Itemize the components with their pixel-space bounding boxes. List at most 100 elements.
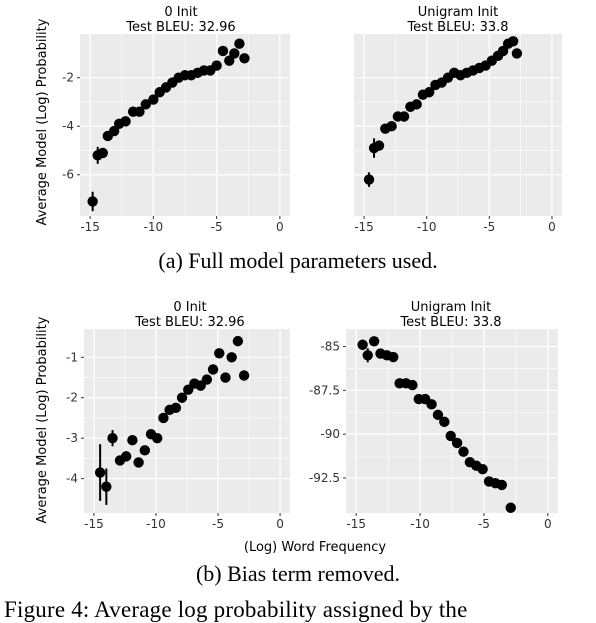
figure-caption: Figure 4: Average log probability assign…	[4, 597, 468, 622]
y-tick-label: -6	[62, 168, 74, 182]
data-point	[423, 87, 435, 98]
data-point	[432, 409, 444, 421]
data-point	[386, 121, 397, 132]
data-point	[201, 374, 213, 385]
data-point	[229, 48, 240, 59]
x-tick-label: -5	[478, 517, 490, 531]
data-point	[101, 481, 112, 492]
panel-subtitle: Test BLEU: 33.8	[399, 315, 501, 330]
data-point	[120, 116, 131, 127]
data-point	[176, 392, 188, 403]
y-tick-label: -4	[62, 119, 74, 133]
data-point	[373, 140, 385, 151]
data-point	[152, 432, 163, 444]
x-tick-label: -10	[410, 517, 430, 531]
panel-subtitle: Test BLEU: 32.96	[125, 20, 235, 35]
y-tick-label: -4	[66, 472, 78, 486]
x-tick-label: -15	[346, 517, 366, 531]
y-tick-label: -90	[320, 427, 340, 441]
x-tick-label: -15	[80, 220, 100, 234]
x-tick-label: -5	[211, 220, 223, 234]
y-tick-label: -3	[66, 431, 78, 445]
y-tick-label: -1	[66, 350, 78, 364]
data-point	[426, 399, 437, 410]
data-point	[158, 412, 169, 424]
y-tick-label: -2	[66, 391, 78, 405]
data-point	[439, 416, 450, 428]
data-point	[87, 196, 98, 207]
panel-bias-unigram-init: -15 -10 -5 0 -92.5 -90 -87.5 -85 Unigram InitTes…	[309, 300, 558, 531]
data-point	[239, 53, 250, 64]
data-point	[148, 94, 159, 105]
x-tick-label: 0	[544, 517, 552, 531]
data-point	[363, 174, 375, 185]
data-point	[217, 45, 229, 57]
y-tick-label: -87.5	[309, 383, 340, 397]
data-point	[170, 402, 182, 414]
data-point	[407, 379, 418, 391]
x-tick-label: -5	[483, 220, 495, 234]
data-point	[234, 38, 245, 49]
panel-title: Unigram Init	[418, 5, 499, 20]
y-axis-label: Average Model (Log) Probability	[35, 18, 50, 225]
data-point	[127, 435, 138, 446]
x-axis-label: (Log) Word Frequency	[244, 540, 387, 555]
data-point	[120, 451, 132, 462]
data-point	[507, 36, 519, 47]
x-tick-label: 0	[276, 220, 284, 234]
data-point	[445, 430, 456, 442]
subcaption-b: (b) Bias term removed.	[195, 561, 401, 586]
data-point	[226, 352, 237, 363]
data-point	[232, 335, 244, 347]
data-point	[224, 55, 235, 66]
x-tick-label: -10	[144, 220, 164, 234]
data-point	[140, 99, 151, 110]
y-axis-label: Average Model (Log) Probability	[35, 316, 50, 523]
subcaption-a: (a) Full model parameters used.	[158, 248, 438, 273]
data-point	[220, 372, 231, 383]
data-point	[357, 339, 368, 350]
panel-subtitle: Test BLEU: 32.96	[134, 315, 244, 330]
panel-subtitle: Test BLEU: 33.8	[406, 20, 508, 35]
x-tick-label: -10	[417, 220, 437, 234]
data-point	[458, 446, 469, 457]
x-tick-label: -15	[84, 517, 104, 531]
data-point	[107, 432, 118, 444]
data-point	[511, 48, 523, 59]
data-point	[368, 336, 380, 347]
x-tick-label: -15	[354, 220, 374, 234]
data-point	[505, 502, 516, 513]
x-tick-label: -5	[212, 517, 224, 531]
data-point	[108, 125, 120, 137]
data-point	[497, 45, 509, 57]
x-tick-label: 0	[276, 517, 284, 531]
data-point	[97, 147, 108, 159]
data-point	[238, 370, 250, 381]
data-point	[214, 348, 225, 359]
data-point	[388, 351, 399, 363]
data-point	[133, 457, 144, 468]
panel-title: 0 Init	[173, 300, 206, 315]
y-tick-label: -2	[62, 71, 74, 85]
data-point	[362, 350, 373, 361]
data-point	[207, 364, 219, 375]
data-point	[451, 437, 463, 449]
x-tick-label: -10	[146, 517, 166, 531]
data-point	[94, 467, 106, 478]
x-tick-label: 0	[548, 220, 556, 234]
y-tick-label: -92.5	[309, 471, 340, 485]
data-point	[496, 479, 508, 491]
y-tick-label: -85	[320, 340, 340, 354]
data-point	[211, 60, 222, 71]
data-point	[398, 111, 410, 122]
data-point	[477, 463, 488, 475]
data-point	[411, 99, 422, 110]
panel-title: Unigram Init	[411, 300, 492, 315]
panel-title: 0 Init	[164, 5, 197, 20]
data-point	[139, 445, 151, 456]
data-point	[134, 106, 145, 117]
